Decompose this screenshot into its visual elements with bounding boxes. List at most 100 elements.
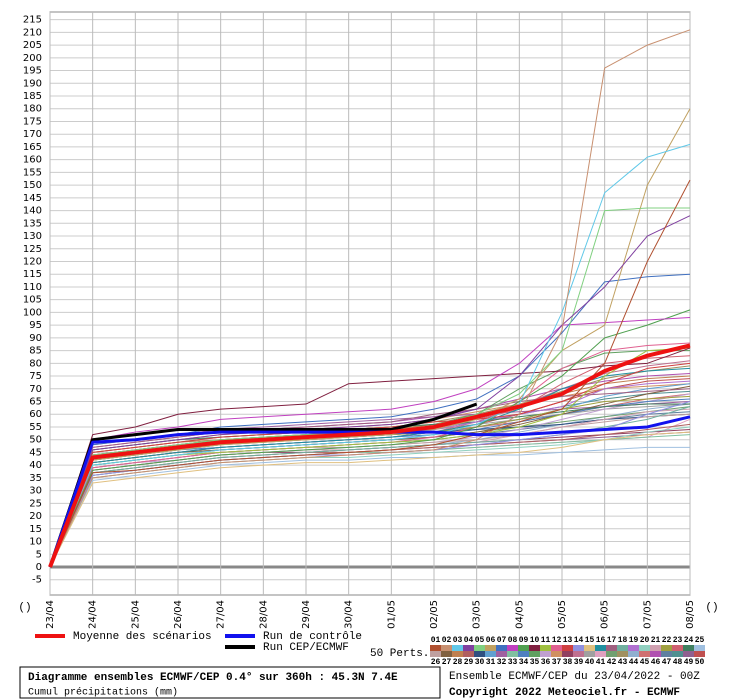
legend-swatch bbox=[452, 651, 463, 657]
legend-swatch bbox=[452, 645, 463, 651]
y-tick-label: 10 bbox=[29, 537, 42, 548]
legend-label: 50 bbox=[695, 658, 705, 667]
legend-label: 41 bbox=[596, 658, 606, 667]
y-tick-label: 130 bbox=[23, 231, 42, 242]
y-tick-label: 120 bbox=[23, 256, 42, 267]
perts-label: 50 Perts. bbox=[370, 648, 429, 660]
legend-label: 17 bbox=[607, 636, 617, 645]
x-tick-label: 23/04 bbox=[45, 600, 56, 629]
chart-title: Diagramme ensembles ECMWF/CEP 0.4° sur 3… bbox=[28, 672, 398, 684]
plot-area bbox=[49, 11, 691, 596]
y-tick-label: 65 bbox=[29, 397, 42, 408]
series-line bbox=[48, 343, 691, 568]
legend-label: 42 bbox=[607, 658, 617, 667]
legend-swatch bbox=[540, 645, 551, 651]
x-tick-label: 02/05 bbox=[429, 600, 440, 629]
run-info: Ensemble ECMWF/CEP du 23/04/2022 - 00Z bbox=[449, 671, 700, 683]
legend-label: 36 bbox=[541, 658, 551, 667]
legend-swatch bbox=[694, 651, 705, 657]
legend-swatch bbox=[683, 645, 694, 651]
x-tick-label: 24/04 bbox=[88, 600, 99, 629]
legend-swatch bbox=[540, 651, 551, 657]
y-tick-label: 80 bbox=[29, 358, 42, 369]
y-tick-label: 20 bbox=[29, 511, 42, 522]
legend-label: 22 bbox=[662, 636, 672, 645]
y-tick-label: -5 bbox=[32, 575, 42, 586]
y-tick-label: 90 bbox=[29, 333, 42, 344]
legend-label: 44 bbox=[629, 658, 639, 667]
y-tick-label: 145 bbox=[23, 193, 42, 204]
legend-label: 29 bbox=[464, 658, 474, 667]
x-tick-label: 26/04 bbox=[173, 600, 184, 629]
legend-swatch bbox=[584, 651, 595, 657]
legend-label: 27 bbox=[442, 658, 452, 667]
legend-swatch bbox=[606, 651, 617, 657]
series-line bbox=[49, 431, 691, 568]
legend-swatch bbox=[639, 645, 650, 651]
y-tick-label: 5 bbox=[36, 549, 42, 560]
legend-swatch bbox=[617, 645, 628, 651]
y-tick-label: 115 bbox=[23, 269, 42, 280]
legend-label: 04 bbox=[464, 636, 474, 645]
y-tick-label: 140 bbox=[23, 206, 42, 217]
x-tick-label: 01/05 bbox=[386, 600, 397, 629]
series-line bbox=[49, 309, 691, 568]
series-line bbox=[49, 347, 691, 568]
legend-label: 10 bbox=[530, 636, 540, 645]
y-tick-label: 55 bbox=[29, 422, 42, 433]
legend-swatch bbox=[430, 645, 441, 651]
legend-swatch bbox=[496, 651, 507, 657]
legend-swatch bbox=[639, 651, 650, 657]
legend-label: 18 bbox=[618, 636, 628, 645]
copyright: Copyright 2022 Meteociel.fr - ECMWF bbox=[449, 687, 680, 699]
legend-swatch bbox=[628, 645, 639, 651]
y-tick-label: 150 bbox=[23, 180, 42, 191]
legend-label: 03 bbox=[453, 636, 463, 645]
legend-swatch bbox=[441, 645, 452, 651]
y-tick-label: 180 bbox=[23, 104, 42, 115]
legend-label: 38 bbox=[563, 658, 573, 667]
legend-label: Run CEP/ECMWF bbox=[263, 642, 349, 654]
legend-label: 16 bbox=[596, 636, 606, 645]
legend-label: 01 bbox=[431, 636, 441, 645]
legend-label: 34 bbox=[519, 658, 529, 667]
y-tick-label: 95 bbox=[29, 320, 42, 331]
y-tick-label: 30 bbox=[29, 486, 42, 497]
legend-label: Moyenne des scénarios bbox=[73, 631, 212, 643]
y-tick-label: 85 bbox=[29, 346, 42, 357]
legend-swatch bbox=[606, 645, 617, 651]
y-tick-label: 45 bbox=[29, 447, 42, 458]
y-tick-label: 70 bbox=[29, 384, 42, 395]
chart-subtitle: Cumul précipitations (mm) bbox=[28, 687, 178, 699]
legend-swatch bbox=[650, 651, 661, 657]
legend-label: 49 bbox=[684, 658, 694, 667]
series-line bbox=[48, 402, 478, 568]
legend-swatch bbox=[573, 645, 584, 651]
legend-label: 32 bbox=[497, 658, 507, 667]
legend-label: 33 bbox=[508, 658, 518, 667]
x-tick-label: 30/04 bbox=[344, 600, 355, 629]
legend-label: 26 bbox=[431, 658, 441, 667]
y-tick-label: 100 bbox=[23, 307, 42, 318]
legend-label: 25 bbox=[695, 636, 705, 645]
legend-label: 31 bbox=[486, 658, 496, 667]
legend-swatch bbox=[551, 645, 562, 651]
legend-swatch bbox=[507, 651, 518, 657]
legend-label: 48 bbox=[673, 658, 683, 667]
y-tick-label: 200 bbox=[23, 53, 42, 64]
legend-label: 43 bbox=[618, 658, 628, 667]
legend-swatch bbox=[683, 651, 694, 657]
y-tick-label: 50 bbox=[29, 435, 42, 446]
legend-label: 02 bbox=[442, 636, 452, 645]
legend-swatch bbox=[518, 651, 529, 657]
legend-label: 20 bbox=[640, 636, 650, 645]
y-tick-label: 195 bbox=[23, 66, 42, 77]
legend-swatch bbox=[474, 651, 485, 657]
legend-swatch bbox=[573, 651, 584, 657]
legend-label: 28 bbox=[453, 658, 463, 667]
y-tick-label: 175 bbox=[23, 116, 42, 127]
legend-label: 05 bbox=[475, 636, 485, 645]
legend-label: 24 bbox=[684, 636, 694, 645]
y-tick-label: 75 bbox=[29, 371, 42, 382]
y-tick-label: 155 bbox=[23, 167, 42, 178]
